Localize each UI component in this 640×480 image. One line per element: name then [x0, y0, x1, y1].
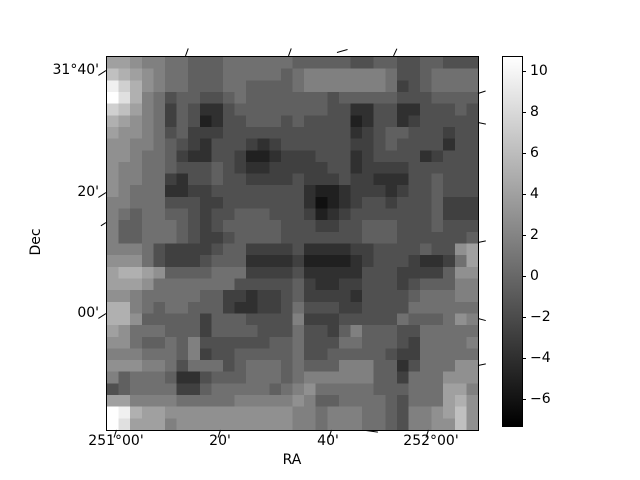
- top-tick-mark: [336, 48, 348, 54]
- colorbar-tick-mark: [522, 317, 526, 319]
- colorbar-tick-label: 0: [530, 268, 539, 284]
- colorbar-tick-mark: [522, 194, 526, 196]
- colorbar-tick-label: 8: [530, 104, 539, 120]
- heatmap-image: [107, 57, 478, 430]
- x-tick-label: 40': [317, 433, 339, 449]
- y-axis-label: Dec: [28, 228, 44, 256]
- colorbar-tick-mark: [522, 71, 526, 73]
- colorbar-tick-mark: [522, 112, 526, 114]
- x-axis-label: RA: [282, 452, 302, 468]
- right-tick-mark: [477, 318, 486, 322]
- colorbar-tick-label: −2: [530, 309, 551, 325]
- colorbar-tick-label: 10: [530, 63, 548, 79]
- colorbar-tick-mark: [522, 399, 526, 401]
- x-tick-label: 20': [209, 433, 231, 449]
- right-tick-mark: [477, 90, 486, 95]
- colorbar-tick-mark: [522, 235, 526, 237]
- x-tick-label: 252°00': [403, 433, 459, 449]
- x-tick-label: 251°00': [88, 433, 144, 449]
- y-tick-label: 31°40': [52, 62, 99, 78]
- colorbar-tick-mark: [522, 276, 526, 278]
- colorbar-tick-label: 4: [530, 186, 539, 202]
- right-tick-mark: [477, 122, 486, 125]
- colorbar: [502, 56, 523, 427]
- colorbar-tick-mark: [522, 358, 526, 360]
- x-minor-tick-mark: [365, 430, 378, 433]
- colorbar-tick-label: 2: [530, 227, 539, 243]
- colorbar-tick-label: −6: [530, 391, 551, 407]
- y-tick-label: 00': [77, 305, 99, 321]
- colorbar-tick-label: −4: [530, 350, 551, 366]
- colorbar-tick-label: 6: [530, 145, 539, 161]
- right-tick-mark: [477, 240, 486, 244]
- colorbar-tick-mark: [522, 153, 526, 155]
- right-tick-mark: [477, 363, 486, 367]
- plot-area: [106, 56, 479, 431]
- y-tick-label: 20': [77, 184, 99, 200]
